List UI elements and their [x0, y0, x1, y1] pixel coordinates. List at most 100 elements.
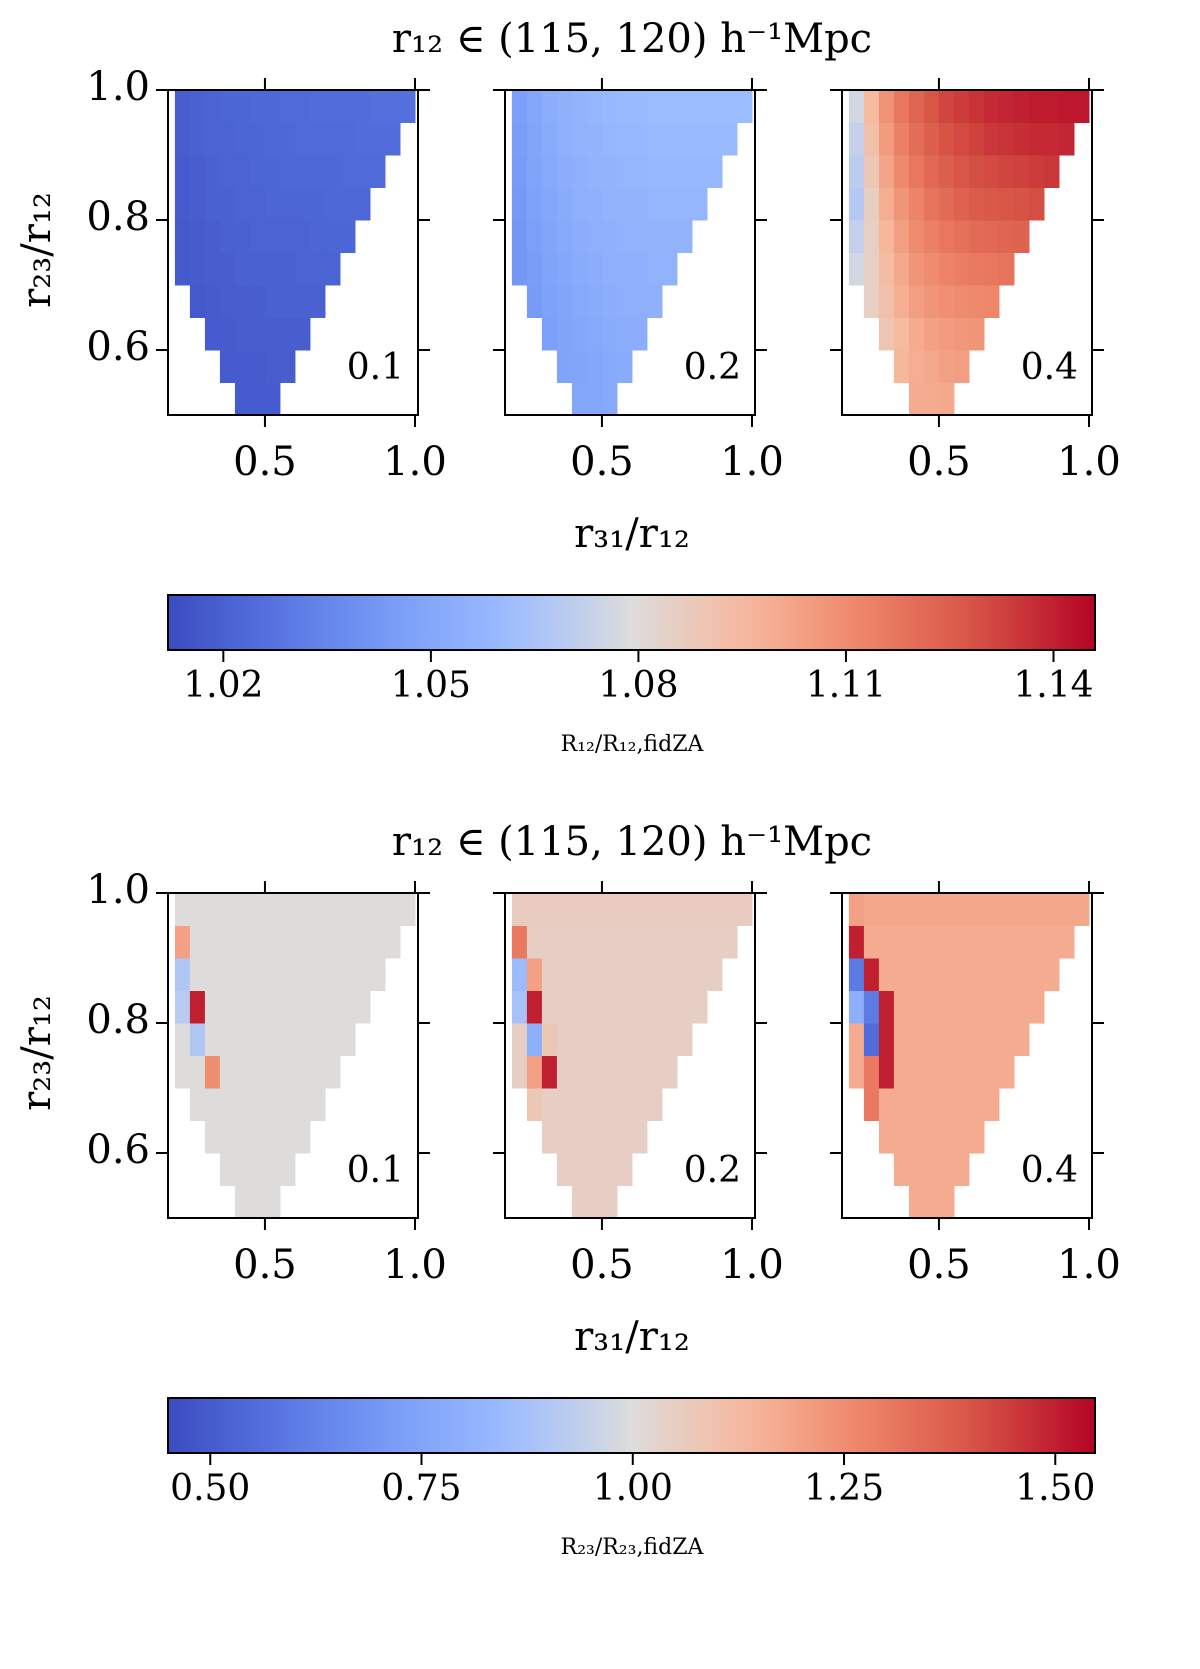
heatmap-cell [234, 90, 251, 123]
heatmap-cell [983, 1088, 1000, 1121]
heatmap-cell [1058, 122, 1075, 156]
chart-title: r₁₂ ∈ (115, 120) h⁻¹Mpc [392, 16, 872, 62]
heatmap-cell [691, 187, 708, 221]
heatmap-cell [511, 220, 528, 253]
heatmap-cell [923, 1023, 940, 1056]
colorbar-label: R₁₂/R₁₂,fidZA [561, 732, 705, 757]
heatmap-cell [953, 220, 970, 253]
heatmap-cell [893, 990, 910, 1024]
heatmap-cell [309, 155, 326, 188]
heatmap-cell [204, 990, 221, 1024]
heatmap-cell [616, 925, 633, 959]
heatmap-cell [249, 1120, 266, 1154]
heatmap-cell [339, 187, 356, 221]
panel-label: 0.4 [1021, 347, 1078, 388]
heatmap-cell [938, 958, 955, 991]
heatmap-cell [571, 1023, 588, 1056]
heatmap-cell [938, 317, 955, 351]
heatmap-cell [893, 958, 910, 991]
heatmap-cell [631, 187, 648, 221]
heatmap-cell [571, 1120, 588, 1154]
panel-frame [841, 89, 1093, 416]
heatmap-cell [339, 990, 356, 1024]
heatmap-cell [354, 122, 371, 156]
heatmap-cell [586, 1088, 603, 1121]
heatmap-cell [189, 1023, 206, 1056]
heatmap-cell [189, 990, 206, 1024]
heatmap-cell [234, 350, 251, 383]
heatmap-cell [616, 155, 633, 188]
heatmap-cell [706, 925, 723, 959]
heatmap-cell [354, 187, 371, 221]
heatmap-cell [878, 220, 895, 253]
heatmap-cell [601, 1088, 618, 1121]
heatmap-cell [661, 893, 678, 926]
heatmap-cell [174, 958, 191, 991]
heatmap-cell [601, 1185, 618, 1219]
heatmap-cell [1058, 90, 1075, 123]
heatmap-cell [586, 350, 603, 383]
heatmap-cell [264, 155, 281, 188]
heatmap-cell [953, 90, 970, 123]
heatmap-cell [631, 317, 648, 351]
heatmap-cell [384, 893, 401, 926]
heatmap-cell [174, 925, 191, 959]
heatmap-cell [631, 122, 648, 156]
heatmap-cell [586, 382, 603, 416]
heatmap-cell [526, 220, 543, 253]
heatmap-cell [189, 285, 206, 318]
heatmap-cell [511, 252, 528, 286]
heatmap-cell [863, 1023, 880, 1056]
heatmap-cell [908, 958, 925, 991]
heatmap-cell [526, 155, 543, 188]
heatmap-cell [863, 1088, 880, 1121]
heatmap-cell [878, 990, 895, 1024]
heatmap-cell [556, 1088, 573, 1121]
y-tick-label: 0.6 [86, 1127, 150, 1173]
heatmap-cell [324, 990, 341, 1024]
heatmap-cell [601, 220, 618, 253]
heatmap-cell [878, 252, 895, 286]
heatmap-cell [661, 1023, 678, 1056]
heatmap-cell [189, 220, 206, 253]
heatmap-cell [878, 187, 895, 221]
heatmap-cell [968, 1023, 985, 1056]
heatmap-cell [354, 155, 371, 188]
heatmap-cell [571, 350, 588, 383]
heatmap-cell [526, 90, 543, 123]
heatmap-cell [736, 90, 753, 123]
heatmap-cell [706, 122, 723, 156]
heatmap-cell [264, 893, 281, 926]
heatmap-cell [204, 1023, 221, 1056]
heatmap-cell [384, 90, 401, 123]
heatmap-cell [204, 925, 221, 959]
heatmap-cell [938, 893, 955, 926]
heatmap-cell [616, 958, 633, 991]
heatmap-cell [616, 90, 633, 123]
heatmap-cell [983, 122, 1000, 156]
heatmap-cell [616, 350, 633, 383]
colorbar-tick-label: 1.02 [183, 665, 263, 706]
heatmap-cell [848, 90, 865, 123]
heatmap-cell [571, 155, 588, 188]
heatmap-cell [661, 925, 678, 959]
heatmap-cell [938, 382, 955, 416]
heatmap-cell [983, 187, 1000, 221]
heatmap-cell [908, 122, 925, 156]
heatmap-cell [661, 990, 678, 1024]
heatmap-cell [309, 1088, 326, 1121]
heatmap-cell [541, 285, 558, 318]
heatmap-cell [294, 252, 311, 286]
heatmap-cell [616, 893, 633, 926]
heatmap-cell [234, 122, 251, 156]
heatmap-cell [893, 1153, 910, 1186]
heatmap-cell [571, 122, 588, 156]
heatmap-cell [526, 122, 543, 156]
heatmap-cell [893, 317, 910, 351]
heatmap-cell [616, 1055, 633, 1089]
heatmap-cell [998, 925, 1015, 959]
heatmap-cell [219, 317, 236, 351]
heatmap-cell [339, 925, 356, 959]
heatmap-cell [953, 1120, 970, 1154]
heatmap-cell [646, 90, 663, 123]
